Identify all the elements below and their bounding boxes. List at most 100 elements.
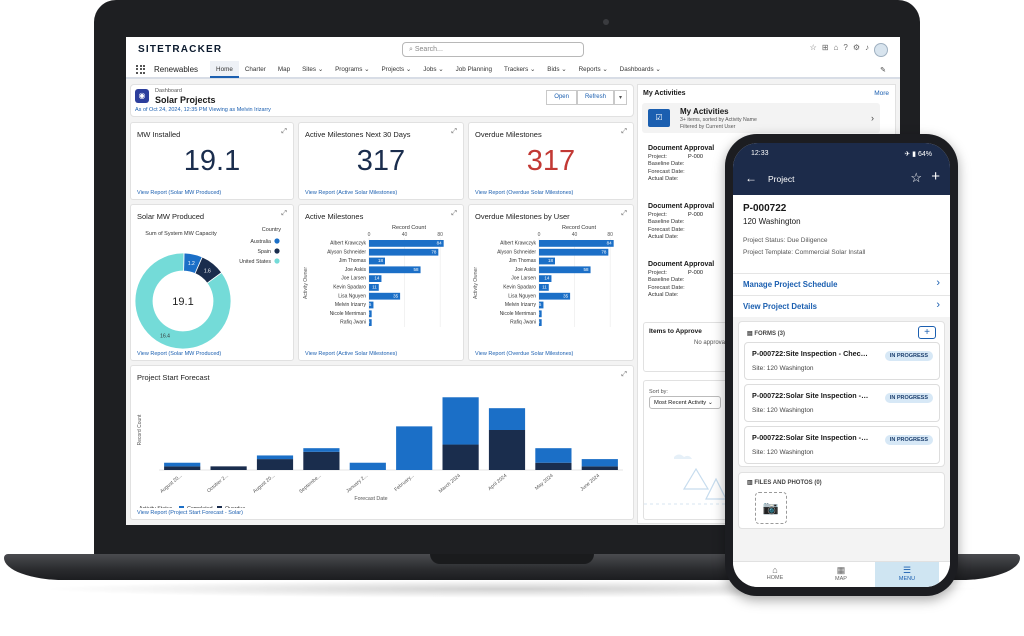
status-badge: IN PROGRESS: [884, 435, 933, 445]
trailhead-icon[interactable]: ⌂: [833, 43, 839, 52]
star-icon[interactable]: ☆: [910, 170, 922, 185]
legend-swatch: [217, 506, 222, 508]
bar-segment: [256, 455, 294, 460]
favorites-icon[interactable]: ☆: [809, 43, 817, 52]
my-activities-list-header[interactable]: ☑ My Activities 3+ items, sorted by Acti…: [642, 103, 880, 133]
tick-label: January 2...: [345, 473, 369, 494]
nav-item-jobs[interactable]: Jobs ⌄: [423, 66, 444, 73]
activity-item[interactable]: Document Approval Project: Baseline Date:…: [648, 145, 728, 183]
expand-icon[interactable]: ⤢: [621, 371, 627, 378]
bar: [369, 248, 439, 256]
add-icon[interactable]: ⊞: [821, 43, 829, 52]
view-report-link[interactable]: View Report (Overdue Solar Milestones): [475, 190, 574, 196]
category-label: Joe Larsen: [511, 276, 536, 282]
nav-item-map[interactable]: Map: [277, 66, 291, 73]
data-label: 78: [431, 249, 437, 254]
plus-icon[interactable]: +: [931, 168, 940, 185]
tick-label: August 20...: [252, 473, 276, 495]
tick-label: 40: [402, 232, 408, 238]
global-header: SITETRACKER ⌕ Search... ☆ ⊞ ⌂ ? ⚙ ♪: [126, 37, 900, 62]
form-item[interactable]: P-000722:Site Inspection - Checklist Sit…: [744, 342, 940, 380]
menu-icon: ☰: [902, 565, 912, 575]
axis-label: Record Count: [392, 225, 426, 231]
nav-item-charter[interactable]: Charter: [244, 66, 266, 73]
expand-icon[interactable]: ⤢: [281, 210, 287, 217]
status-badge: IN PROGRESS: [884, 393, 933, 403]
horizontal-bar-chart: Record Count 0 40 80 Activity Owner Albert Kr…: [303, 225, 444, 327]
nav-item-dashboards[interactable]: Dashboards ⌄: [619, 66, 661, 73]
activity-item[interactable]: Document Approval Project: Baseline Date:…: [648, 203, 728, 241]
view-report-link[interactable]: View Report (Active Solar Milestones): [305, 190, 398, 196]
search-input[interactable]: ⌕ Search...: [402, 42, 584, 57]
open-button[interactable]: Open: [546, 90, 577, 105]
category-label: Albert Krawczyk: [500, 241, 536, 247]
view-report-link[interactable]: View Report (Overdue Solar Milestones): [475, 351, 574, 357]
view-report-link[interactable]: View Report (Project Start Forecast - So…: [137, 510, 243, 516]
more-link[interactable]: More: [874, 90, 889, 97]
data-label: 3: [367, 311, 370, 316]
activity-fields: Project: Baseline Date: Forecast Date: Actu…: [648, 212, 685, 240]
nav-item-reports[interactable]: Reports ⌄: [578, 66, 608, 73]
bar-segment: [303, 448, 340, 452]
sort-label: Sort by:: [649, 389, 668, 395]
help-icon[interactable]: ?: [843, 43, 848, 52]
bar-segment: [210, 466, 247, 470]
form-item[interactable]: P-000722:Solar Site Inspection - Final S…: [744, 426, 940, 464]
camera-icon[interactable]: 📷: [755, 492, 787, 524]
bar-segment: [303, 451, 340, 470]
app-launcher-icon[interactable]: [136, 64, 146, 75]
nav-item-home[interactable]: Home: [210, 61, 239, 78]
activity-item[interactable]: Document Approval Project: Baseline Date:…: [648, 261, 728, 299]
sitetracker-logo: SITETRACKER: [138, 44, 223, 55]
project-status: Project Status: Due Diligence: [743, 237, 828, 244]
view-details-link[interactable]: View Project Details ›: [733, 295, 950, 317]
bar-segment: [581, 466, 618, 470]
card-title: Overdue Milestones by User: [475, 212, 570, 221]
nav-item-job-planning[interactable]: Job Planning: [455, 66, 492, 73]
data-label: 5: [369, 302, 372, 307]
data-label: 14: [544, 276, 550, 281]
card-title: Active Milestones: [305, 212, 364, 221]
more-actions-button[interactable]: ▾: [613, 90, 627, 105]
avatar[interactable]: [874, 43, 888, 57]
tick-label: May 2024: [534, 473, 555, 492]
data-label: 3: [367, 320, 370, 325]
nav-item-bids[interactable]: Bids ⌄: [547, 66, 567, 73]
data-label: 11: [542, 285, 547, 290]
nav-item-trackers[interactable]: Trackers ⌄: [503, 66, 536, 73]
nav-item-projects[interactable]: Projects ⌄: [381, 66, 412, 73]
category-label: Joe Larsen: [341, 276, 366, 282]
edit-nav-icon[interactable]: ✎: [880, 67, 886, 74]
expand-icon[interactable]: ⤢: [451, 210, 457, 217]
tab-menu[interactable]: ☰ MENU: [875, 562, 939, 587]
expand-icon[interactable]: ⤢: [621, 210, 627, 217]
bar-segment: [488, 430, 526, 470]
tab-map[interactable]: ▦ MAP: [809, 562, 873, 587]
files-title: ▥ FILES AND PHOTOS (0): [747, 480, 822, 486]
nav-item-programs[interactable]: Programs ⌄: [335, 66, 370, 73]
view-report-link[interactable]: View Report (Solar MW Produced): [137, 190, 222, 196]
add-form-button[interactable]: +: [918, 326, 936, 339]
project-template: Project Template: Commercial Solar Insta…: [743, 249, 866, 256]
form-item[interactable]: P-000722:Solar Site Inspection - Initial…: [744, 384, 940, 422]
phone-status-bar: 12:33 ✈ ▮ 64%: [733, 143, 950, 165]
manage-schedule-link[interactable]: Manage Project Schedule ›: [733, 273, 950, 295]
legend-label: Overdue: [225, 506, 245, 508]
expand-icon[interactable]: ⤢: [621, 128, 627, 135]
expand-icon[interactable]: ⤢: [451, 128, 457, 135]
gear-icon[interactable]: ⚙: [852, 43, 860, 52]
form-site: Site: 120 Washington: [752, 407, 814, 414]
nav-item-sites[interactable]: Sites ⌄: [302, 66, 324, 73]
view-report-link[interactable]: View Report (Active Solar Milestones): [305, 351, 398, 357]
bell-icon[interactable]: ♪: [865, 43, 869, 52]
back-arrow-icon[interactable]: ←: [745, 171, 757, 185]
view-report-link[interactable]: View Report (Solar MW Produced): [137, 351, 222, 357]
category-label: Nicole Merriman: [500, 311, 537, 317]
tab-home[interactable]: ⌂ HOME: [743, 562, 807, 587]
forms-card: ▤ FORMS (3) + P-000722:Site Inspection -…: [738, 321, 945, 467]
sort-select[interactable]: Most Recent Activity ⌄: [649, 396, 721, 409]
category-label: Melvin Irizarry: [505, 302, 537, 308]
expand-icon[interactable]: ⤢: [281, 128, 287, 135]
refresh-button[interactable]: Refresh: [576, 90, 614, 105]
bar-segment: [442, 444, 479, 470]
